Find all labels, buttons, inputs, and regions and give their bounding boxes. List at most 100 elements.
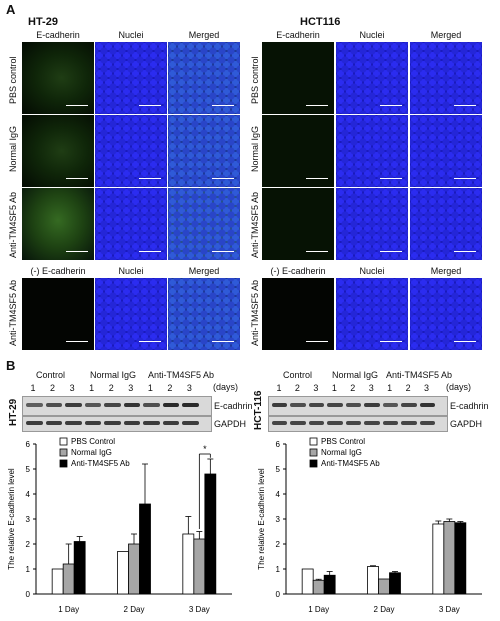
ecadherin-band — [162, 403, 180, 407]
x-tick-label: 3 Day — [439, 605, 460, 614]
gapdh-band — [382, 421, 399, 425]
blot-band-label: E-cadhrin — [450, 401, 489, 411]
bar-chart-ht29: 0 1 2 3 4 5 6 The relative E-cadherin level 1 Da… — [7, 437, 232, 614]
legend-swatch — [59, 459, 68, 468]
bar — [378, 578, 390, 595]
gapdh-band — [401, 421, 417, 425]
micrograph-ecadherin — [22, 42, 94, 114]
gapdh-band — [182, 421, 199, 425]
ecadherin-band — [382, 403, 399, 407]
row-label: Anti-TM4SF5 Ab — [250, 191, 260, 258]
col-header: E-cadherin — [36, 30, 80, 40]
bar — [128, 543, 140, 595]
lane-number: 3 — [368, 383, 374, 393]
lane-number: 2 — [50, 383, 56, 393]
y-tick-label: 1 — [26, 565, 31, 574]
gapdh-band — [84, 421, 102, 425]
gapdh-band — [104, 421, 121, 425]
legend-label: Anti-TM4SF5 Ab — [71, 459, 130, 468]
gapdh-band — [327, 421, 343, 425]
lane-number: 2 — [350, 383, 356, 393]
blot-group-label: Anti-TM4SF5 Ab — [148, 370, 215, 380]
row-label: Anti-TM4SF5 Ab — [250, 279, 260, 346]
col-header: E-cadherin — [276, 30, 320, 40]
blot-band-label: GAPDH — [214, 419, 247, 429]
bar — [367, 566, 379, 595]
y-axis-label: The relative E-cadherin level — [257, 468, 266, 570]
lane-number: 3 — [186, 383, 192, 393]
x-tick-label: 1 Day — [308, 605, 329, 614]
gapdh-band — [419, 421, 435, 425]
gapdh-band — [26, 421, 43, 425]
lane-number: 3 — [424, 383, 430, 393]
lane-number: 1 — [331, 383, 337, 393]
gapdh-band — [45, 421, 63, 425]
y-tick-label: 0 — [276, 590, 281, 599]
col-header: Merged — [430, 266, 462, 276]
bar-chart-hct116: 0 1 2 3 4 5 6 The relative E-cadherin level 1 Da… — [257, 437, 482, 614]
col-header: Merged — [188, 30, 220, 40]
col-header: Nuclei — [118, 266, 144, 276]
ecadherin-band — [26, 403, 43, 407]
micrograph-merged — [168, 188, 240, 260]
bar — [454, 522, 467, 595]
panel-b-letter: B — [6, 358, 16, 373]
bar — [443, 521, 456, 595]
ecadherin-band — [364, 403, 380, 407]
bar — [432, 523, 445, 595]
y-tick-label: 3 — [276, 515, 281, 524]
legend-label: Normal IgG — [71, 448, 112, 457]
bar — [62, 563, 75, 595]
micrograph-merged — [168, 42, 240, 114]
ecadherin-band — [345, 403, 362, 407]
ecadherin-band — [45, 403, 63, 407]
lane-number: 2 — [405, 383, 411, 393]
micrograph-merged — [410, 115, 482, 187]
ecadherin-band — [308, 403, 325, 407]
legend-label: PBS Control — [71, 437, 115, 446]
y-axis-label: The relative E-cadherin level — [7, 468, 16, 570]
bar — [389, 572, 401, 595]
ecadherin-band — [272, 403, 288, 407]
lane-number: 1 — [89, 383, 95, 393]
micrograph-nuclei — [336, 188, 408, 260]
blot-days-label: (days) — [446, 382, 472, 392]
x-tick-label: 3 Day — [189, 605, 210, 614]
col-header: Nuclei — [359, 30, 385, 40]
y-tick-label: 4 — [276, 490, 281, 499]
legend-swatch — [309, 448, 318, 457]
bar — [139, 503, 151, 595]
row-label: PBS control — [250, 56, 260, 104]
y-tick-label: 6 — [276, 440, 281, 449]
micrograph-nuclei — [336, 42, 408, 114]
lane-number: 2 — [294, 383, 300, 393]
bar — [51, 568, 64, 595]
row-label: PBS control — [8, 56, 18, 104]
row-label: Normal IgG — [250, 125, 260, 172]
micrograph-nuclei — [95, 278, 167, 350]
legend-swatch — [59, 437, 68, 446]
gapdh-band — [345, 421, 362, 425]
row-label: Anti-TM4SF5 Ab — [8, 191, 18, 258]
lane-number: 1 — [276, 383, 282, 393]
lane-number: 3 — [313, 383, 319, 393]
lane-number: 3 — [69, 383, 75, 393]
col-header: (-) E-cadherin — [270, 266, 326, 276]
blot-group-label: Anti-TM4SF5 Ab — [386, 370, 453, 380]
blot-group-label: Control — [283, 370, 313, 380]
gapdh-band — [364, 421, 380, 425]
bar — [312, 579, 325, 595]
micrograph-merged — [410, 188, 482, 260]
lane-number: 1 — [147, 383, 153, 393]
y-tick-label: 2 — [26, 540, 31, 549]
lane-number: 3 — [128, 383, 134, 393]
bar — [323, 574, 336, 595]
blot-band-label: E-cadhrin — [214, 401, 253, 411]
significance-star: * — [203, 444, 207, 454]
micrograph-negative-control — [262, 278, 334, 350]
micrograph-negative-control — [22, 278, 94, 350]
micrograph-ecadherin — [22, 115, 94, 187]
col-header: Nuclei — [359, 266, 385, 276]
x-tick-label: 1 Day — [58, 605, 79, 614]
col-header: Nuclei — [118, 30, 144, 40]
